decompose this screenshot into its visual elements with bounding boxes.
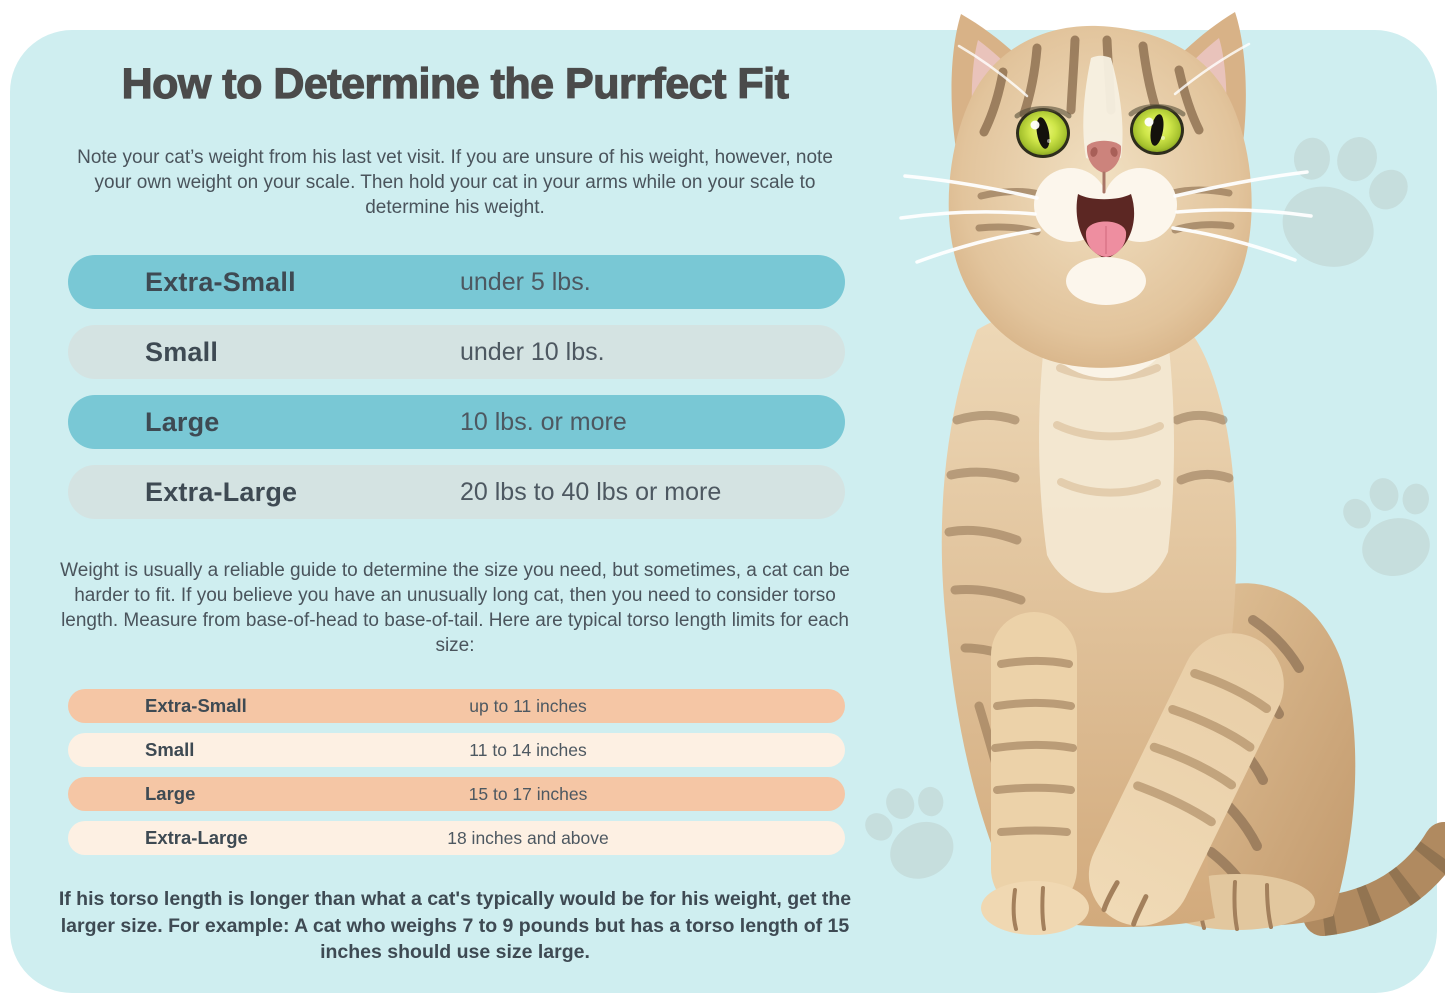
page-title: How to Determine the Purrfect Fit: [121, 59, 789, 108]
table-row: Small 11 to 14 inches: [68, 733, 845, 767]
torso-value: up to 11 inches: [469, 695, 587, 716]
weight-value: under 5 lbs.: [460, 267, 591, 296]
torso-length-table: Extra-Small up to 11 inches Small 11 to …: [68, 689, 845, 865]
size-label: Large: [145, 783, 196, 804]
torso-value: 15 to 17 inches: [468, 783, 588, 804]
footer-note-text: If his torso length is longer than what …: [58, 888, 852, 963]
table-row: Extra-Large 18 inches and above: [68, 821, 845, 855]
table-row: Extra-Small under 5 lbs.: [68, 255, 845, 309]
table-row: Large 15 to 17 inches: [68, 777, 845, 811]
weight-value: under 10 lbs.: [460, 337, 605, 366]
table-row: Extra-Small up to 11 inches: [68, 689, 845, 723]
weight-size-table: Extra-Small under 5 lbs. Small under 10 …: [68, 255, 845, 535]
weight-value: 10 lbs. or more: [460, 407, 627, 436]
size-label: Extra-Large: [145, 827, 248, 848]
size-label: Extra-Large: [145, 476, 298, 507]
table-row: Large 10 lbs. or more: [68, 395, 845, 449]
intro-text: Note your cat’s weight from his last vet…: [77, 147, 833, 218]
size-label: Extra-Small: [145, 266, 296, 297]
torso-value: 18 inches and above: [447, 827, 609, 848]
cat-photo: [899, 12, 1445, 936]
weight-value: 20 lbs to 40 lbs or more: [460, 477, 722, 506]
size-label: Extra-Small: [145, 695, 247, 716]
size-label: Small: [145, 739, 195, 760]
size-label: Large: [145, 406, 220, 437]
table-row: Small under 10 lbs.: [68, 325, 845, 379]
torso-value: 11 to 14 inches: [469, 739, 587, 760]
torso-note-text: Weight is usually a reliable guide to de…: [60, 560, 850, 656]
table-row: Extra-Large 20 lbs to 40 lbs or more: [68, 465, 845, 519]
guide-content: How to Determine the Purrfect Fit Note y…: [58, 59, 852, 963]
size-label: Small: [145, 336, 219, 367]
